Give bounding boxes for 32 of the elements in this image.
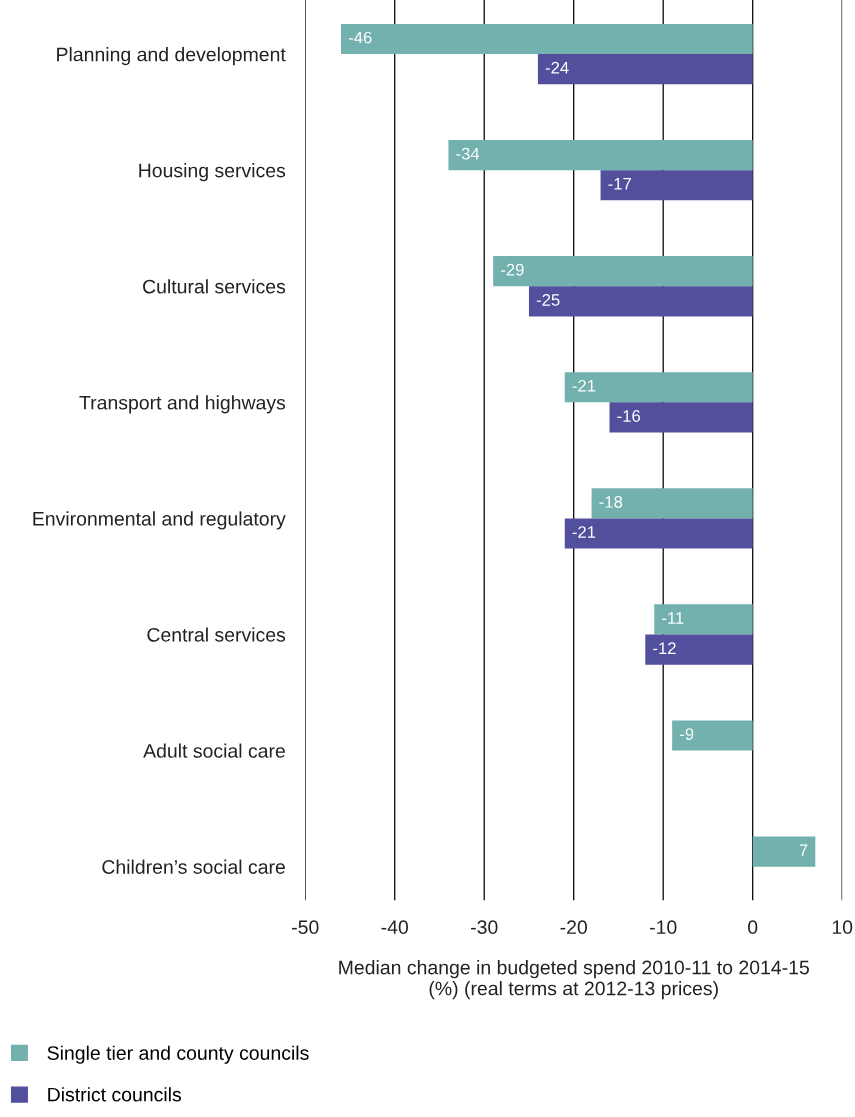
- data-label: -29: [501, 263, 524, 276]
- data-label: -24: [545, 61, 569, 74]
- y-tick-label: Planning and development: [57, 47, 286, 66]
- y-tick-label: Children’s social care: [102, 859, 285, 874]
- data-label: -12: [653, 642, 676, 654]
- data-label: -34: [456, 147, 480, 160]
- y-tick-label: Environmental and regulatory: [33, 511, 286, 530]
- x-tick-label: -20: [560, 920, 587, 935]
- data-label: 7: [799, 844, 808, 856]
- y-tick-label: Transport and highways: [79, 395, 286, 414]
- data-label: -16: [617, 410, 641, 422]
- data-label: -11: [662, 612, 684, 624]
- x-tick-label: -50: [292, 920, 319, 935]
- x-tick-label: -10: [650, 920, 677, 935]
- data-label: -17: [608, 178, 631, 190]
- x-tick-label: -30: [471, 920, 498, 935]
- x-tick-label: -40: [381, 920, 409, 935]
- y-tick-label: Housing services: [139, 163, 286, 182]
- data-label: -21: [572, 526, 596, 538]
- y-tick-label: Central services: [147, 627, 286, 642]
- legend-label: Single tier and county councils: [47, 1045, 309, 1064]
- x-tick-label: 0: [748, 920, 758, 935]
- data-label: -18: [599, 495, 623, 508]
- data-label: -46: [348, 31, 372, 44]
- data-label: -25: [536, 294, 560, 306]
- y-tick-label: Cultural services: [143, 279, 286, 294]
- x-tick-label: 10: [832, 920, 853, 935]
- x-axis-title: Median change in budgeted spend 2010-11 to 2014-15 (%) (real terms at 2012-13 prices): [339, 960, 809, 1000]
- y-tick-label: Adult social care: [143, 743, 285, 758]
- data-label: -21: [572, 379, 596, 392]
- data-label: -9: [680, 728, 694, 740]
- legend-label: District councils: [48, 1087, 182, 1102]
